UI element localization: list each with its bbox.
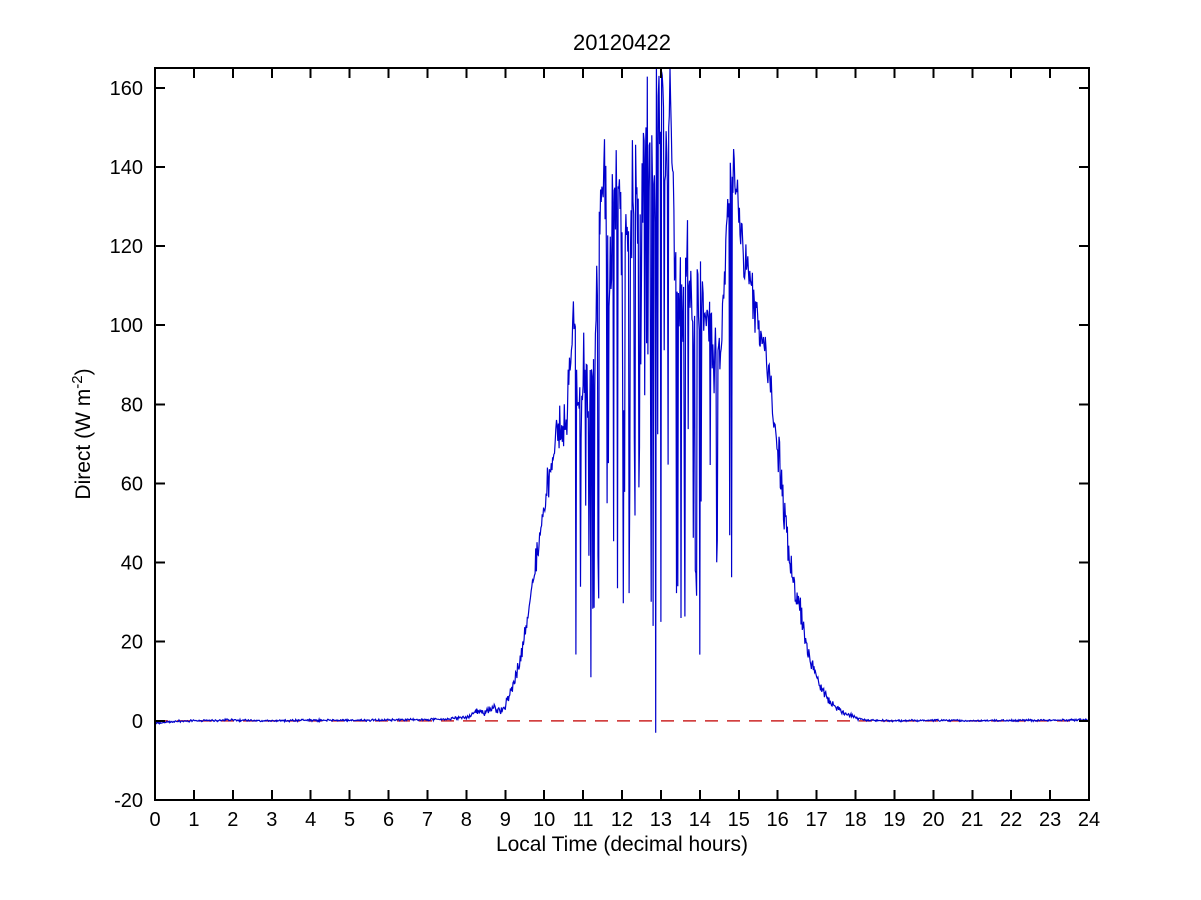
x-tick-label: 13	[650, 809, 672, 831]
y-tick-label: 0	[132, 711, 143, 733]
x-tick-label: 4	[305, 809, 316, 831]
x-tick-label: 2	[227, 809, 238, 831]
y-tick-label: 100	[110, 315, 143, 337]
x-tick-label: 23	[1039, 809, 1061, 831]
y-axis-label-prefix: Direct (W m	[72, 388, 95, 500]
x-tick-label: 21	[961, 809, 983, 831]
x-tick-label: 18	[844, 809, 866, 831]
y-tick-label: 120	[110, 236, 143, 258]
x-tick-label: 20	[922, 809, 944, 831]
y-tick-label: 80	[121, 394, 143, 416]
y-tick-label: 160	[110, 78, 143, 100]
x-tick-label: 14	[689, 809, 711, 831]
x-tick-label: 11	[573, 809, 594, 831]
y-tick-label: 60	[121, 473, 143, 495]
x-tick-label: 12	[611, 809, 633, 831]
x-tick-label: 7	[422, 809, 433, 831]
x-tick-label: 6	[383, 809, 394, 831]
x-tick-label: 5	[344, 809, 355, 831]
x-tick-label: 22	[1000, 809, 1022, 831]
x-axis-label: Local Time (decimal hours)	[495, 833, 749, 856]
y-axis-label: Direct (W m-2)	[69, 368, 96, 500]
y-tick-label: 20	[121, 632, 143, 654]
x-tick-label: 9	[500, 809, 511, 831]
x-tick-label: 15	[728, 809, 750, 831]
y-tick-label: 140	[110, 157, 143, 179]
x-tick-label: 16	[767, 809, 789, 831]
plot-border	[154, 67, 1090, 801]
x-tick-label: 3	[266, 809, 277, 831]
y-axis-label-superscript: -2	[69, 375, 86, 389]
y-tick-label: 40	[121, 553, 143, 575]
y-axis-label-suffix: )	[72, 368, 95, 376]
x-tick-label: 17	[805, 809, 827, 831]
x-tick-label: 24	[1078, 809, 1100, 831]
x-tick-label: 0	[149, 809, 160, 831]
y-tick-label: -20	[114, 790, 143, 812]
x-tick-label: 8	[461, 809, 472, 831]
x-tick-label: 19	[883, 809, 905, 831]
x-tick-label: 1	[188, 809, 199, 831]
x-tick-label: 10	[533, 809, 555, 831]
chart-title: 20120422	[573, 30, 671, 55]
data-series-line	[154, 67, 1090, 733]
